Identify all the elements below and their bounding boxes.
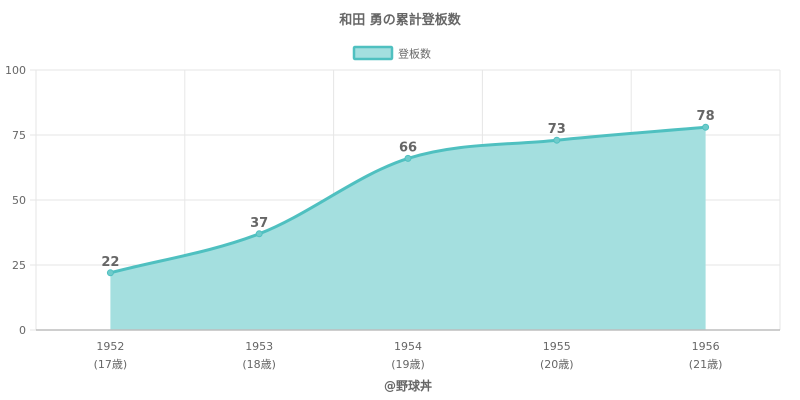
data-label: 37 (250, 216, 268, 231)
y-tick-label: 0 (19, 324, 26, 337)
series-area (110, 127, 706, 330)
data-point[interactable] (106, 269, 114, 277)
data-labels: 22 37 66 73 78 (101, 109, 715, 277)
y-axis: 0 25 50 75 100 (5, 64, 36, 337)
footer-credit: @野球丼 (384, 378, 432, 393)
x-tick-label: 1953 (245, 340, 273, 353)
x-tick-sublabel: (18歳) (242, 358, 276, 371)
x-tick-label: 1955 (543, 340, 571, 353)
x-tick-sublabel: (21歳) (689, 358, 723, 371)
data-point[interactable] (404, 154, 412, 162)
x-tick-sublabel: (20歳) (540, 358, 574, 371)
x-tick-sublabel: (17歳) (94, 358, 128, 371)
y-tick-label: 25 (12, 259, 26, 272)
legend-swatch[interactable] (352, 45, 394, 61)
y-tick-label: 75 (12, 129, 26, 142)
x-tick-sublabel: (19歳) (391, 358, 425, 371)
data-point[interactable] (702, 123, 710, 131)
legend-label: 登板数 (398, 47, 431, 61)
data-label: 73 (548, 122, 566, 137)
y-tick-label: 100 (5, 64, 26, 77)
y-tick-label: 50 (12, 194, 26, 207)
chart-title: 和田 勇の累計登板数 (339, 12, 462, 28)
x-axis: 1952 (17歳) 1953 (18歳) 1954 (19歳) 1955 (20歳) 1956… (94, 340, 723, 371)
data-label: 22 (101, 255, 119, 270)
data-point[interactable] (553, 136, 561, 144)
x-tick-label: 1956 (692, 340, 720, 353)
data-label: 66 (399, 140, 417, 155)
data-point[interactable] (255, 230, 263, 238)
x-tick-label: 1952 (96, 340, 124, 353)
data-label: 78 (697, 109, 715, 124)
x-tick-label: 1954 (394, 340, 422, 353)
legend[interactable]: 登板数 (352, 45, 431, 61)
